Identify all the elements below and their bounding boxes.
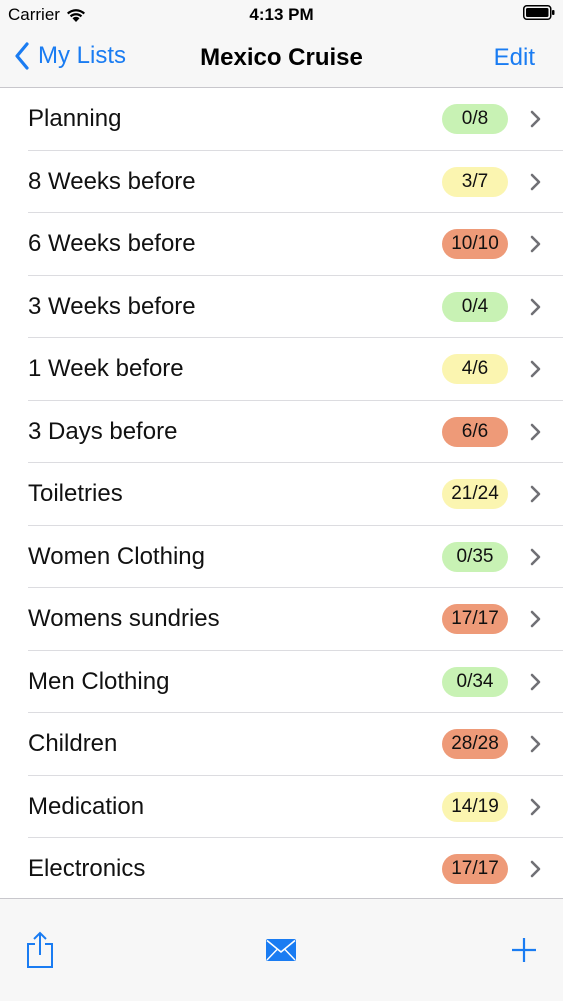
- share-icon: [27, 931, 53, 968]
- progress-badge: 0/34: [442, 666, 508, 697]
- carrier-label: Carrier: [8, 5, 60, 24]
- chevron-right-icon: [530, 485, 541, 503]
- status-time: 4:13 PM: [249, 5, 314, 24]
- list-item[interactable]: 1 Week before 4/6: [0, 338, 563, 401]
- bottom-toolbar: [0, 898, 563, 1001]
- chevron-right-icon: [530, 360, 541, 378]
- chevron-right-icon: [530, 673, 541, 690]
- chevron-right-icon: [530, 735, 541, 753]
- list-item-label: 1 Week before: [28, 355, 184, 382]
- progress-badge: 0/35: [442, 541, 508, 572]
- progress-badge: 4/6: [442, 354, 508, 384]
- list-item-label: Children: [28, 730, 118, 757]
- list-item[interactable]: Children 28/28: [0, 713, 563, 776]
- list-item[interactable]: 3 Days before 6/6: [0, 401, 563, 464]
- list-item-label: Women Clothing: [28, 542, 205, 570]
- list-item-label: Electronics: [28, 855, 146, 882]
- status-bar: Carrier 4:13 PM: [0, 0, 563, 30]
- email-button[interactable]: [266, 939, 296, 966]
- list-item[interactable]: 3 Weeks before 0/4: [0, 276, 563, 339]
- envelope-icon: [266, 939, 296, 961]
- list-item-label: Womens sundries: [28, 605, 220, 632]
- chevron-right-icon: [530, 860, 541, 878]
- progress-badge: 14/19: [442, 791, 508, 822]
- edit-button[interactable]: Edit: [493, 44, 535, 71]
- share-button[interactable]: [26, 931, 54, 974]
- checklist-list: Planning 0/8 8 Weeks before 3/7 6 Weeks befo…: [0, 88, 563, 898]
- list-item[interactable]: Women Clothing 0/35: [0, 526, 563, 589]
- progress-badge: 0/4: [442, 291, 508, 322]
- add-list-button[interactable]: [511, 937, 537, 968]
- progress-badge: 21/24: [442, 479, 508, 509]
- progress-badge: 3/7: [442, 166, 508, 197]
- chevron-right-icon: [530, 173, 541, 190]
- list-item[interactable]: 8 Weeks before 3/7: [0, 151, 563, 214]
- list-item-label: 8 Weeks before: [28, 167, 196, 195]
- list-item-label: Toiletries: [28, 480, 123, 507]
- list-item[interactable]: Electronics 17/17: [0, 838, 563, 898]
- chevron-right-icon: [530, 610, 541, 628]
- list-item-label: Planning: [28, 105, 122, 132]
- list-item[interactable]: Womens sundries 17/17: [0, 588, 563, 651]
- navigation-bar: My Lists Mexico Cruise Edit: [0, 30, 563, 88]
- carrier-indicator: Carrier: [8, 5, 86, 25]
- progress-badge: 28/28: [442, 729, 508, 759]
- wifi-icon: [66, 8, 85, 22]
- list-item[interactable]: 6 Weeks before 10/10: [0, 213, 563, 276]
- list-item-label: Men Clothing: [28, 667, 170, 695]
- chevron-right-icon: [530, 298, 541, 315]
- progress-badge: 0/8: [442, 104, 508, 134]
- chevron-right-icon: [530, 235, 541, 253]
- battery-icon: [523, 5, 555, 20]
- list-item-label: 3 Weeks before: [28, 292, 196, 320]
- back-button[interactable]: My Lists: [14, 42, 126, 70]
- chevron-right-icon: [530, 110, 541, 128]
- plus-icon: [512, 938, 536, 962]
- list-item-label: 6 Weeks before: [28, 230, 196, 257]
- progress-badge: 17/17: [442, 604, 508, 634]
- list-item[interactable]: Planning 0/8: [0, 88, 563, 151]
- list-item[interactable]: Medication 14/19: [0, 776, 563, 839]
- list-item[interactable]: Toiletries 21/24: [0, 463, 563, 526]
- chevron-right-icon: [530, 423, 541, 440]
- progress-badge: 10/10: [442, 229, 508, 259]
- page-title: Mexico Cruise: [200, 44, 363, 71]
- list-item[interactable]: Men Clothing 0/34: [0, 651, 563, 714]
- progress-badge: 6/6: [442, 416, 508, 447]
- chevron-right-icon: [530, 548, 541, 565]
- back-button-label: My Lists: [38, 42, 127, 69]
- progress-badge: 17/17: [442, 854, 508, 884]
- chevron-left-icon: [15, 42, 29, 70]
- list-item-label: Medication: [28, 792, 145, 820]
- list-item-label: 3 Days before: [28, 417, 178, 445]
- chevron-right-icon: [530, 798, 541, 815]
